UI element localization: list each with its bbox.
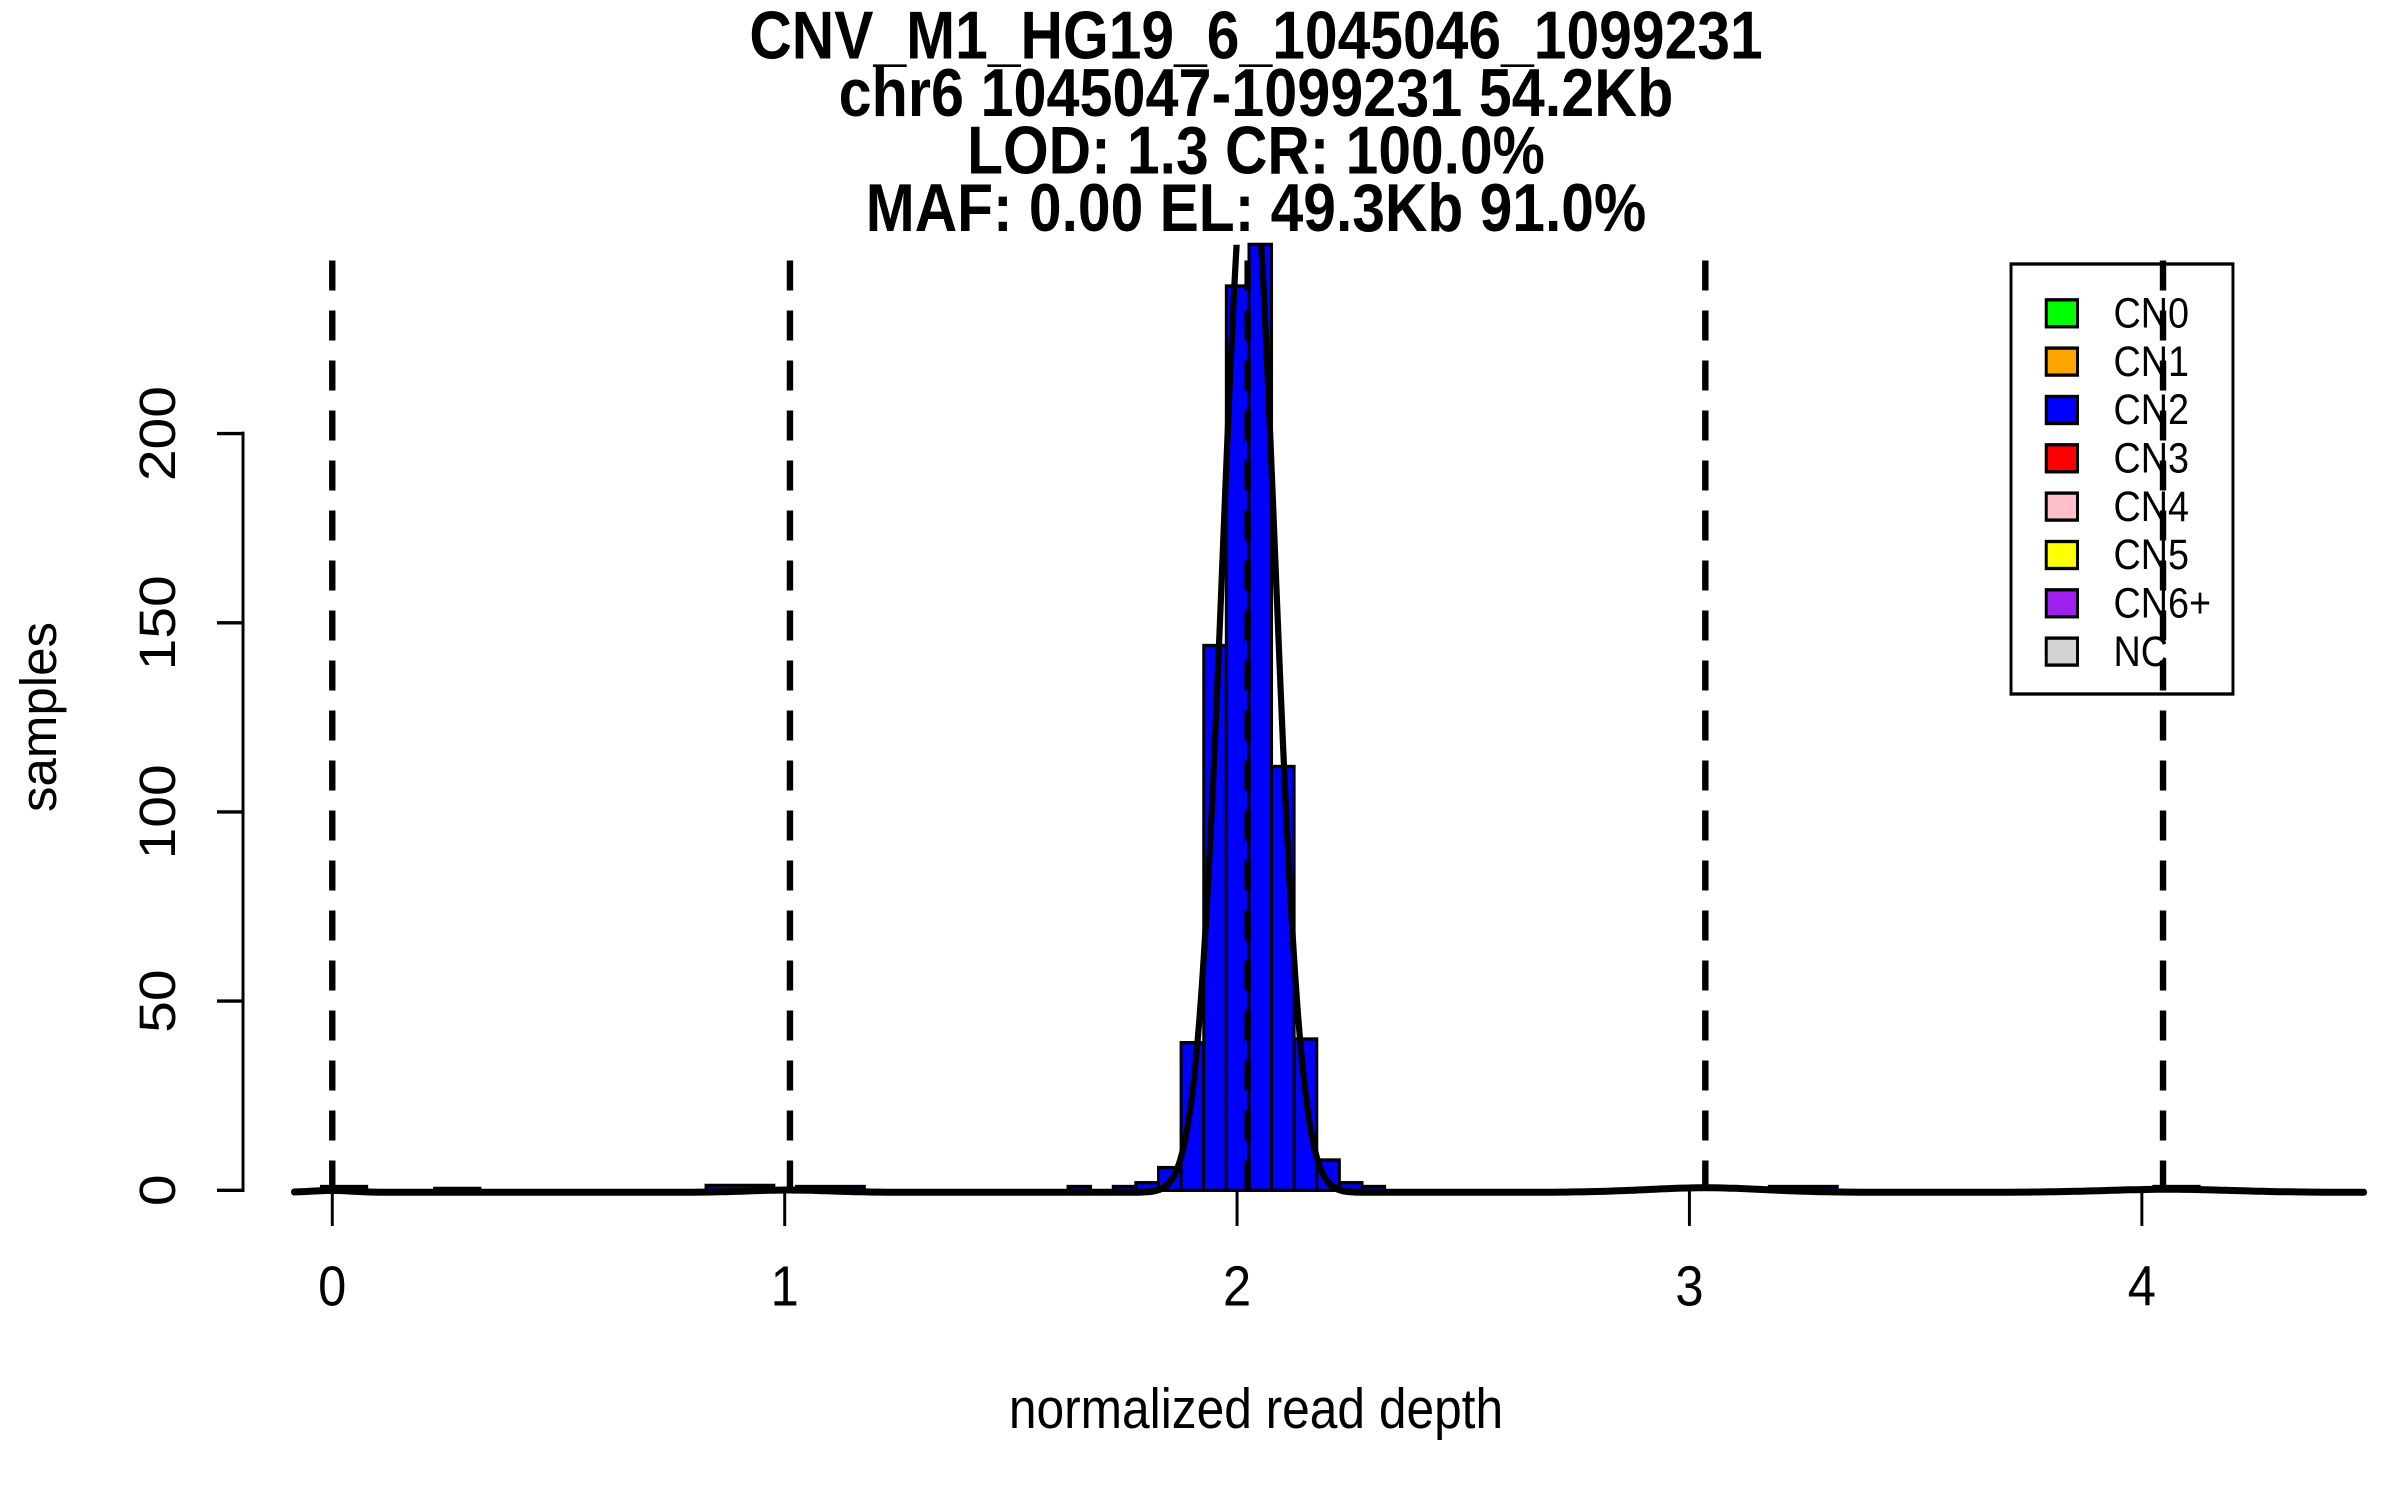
svg-text:chr6 1045047-1099231 54.2Kb: chr6 1045047-1099231 54.2Kb [839, 55, 1674, 131]
svg-text:CNV_M1_HG19_6_1045046_1099231: CNV_M1_HG19_6_1045046_1099231 [749, 0, 1762, 73]
svg-text:0: 0 [318, 1255, 346, 1318]
svg-text:MAF: 0.00 EL: 49.3Kb 91.0%: MAF: 0.00 EL: 49.3Kb 91.0% [866, 170, 1646, 246]
svg-text:CN4: CN4 [2114, 483, 2190, 531]
svg-text:200: 200 [130, 386, 186, 481]
svg-text:0: 0 [130, 1174, 186, 1206]
svg-text:3: 3 [1675, 1255, 1703, 1318]
svg-text:100: 100 [130, 764, 186, 859]
svg-text:normalized read depth: normalized read depth [1009, 1377, 1503, 1440]
svg-text:samples: samples [11, 622, 67, 812]
svg-text:CN0: CN0 [2114, 289, 2190, 337]
svg-text:CN5: CN5 [2114, 531, 2190, 579]
svg-text:50: 50 [130, 969, 186, 1032]
svg-text:CN1: CN1 [2114, 338, 2190, 386]
svg-text:150: 150 [130, 575, 186, 670]
svg-text:NC: NC [2114, 628, 2169, 676]
svg-text:LOD: 1.3 CR: 100.0%: LOD: 1.3 CR: 100.0% [967, 112, 1545, 188]
svg-text:CN3: CN3 [2114, 434, 2190, 482]
svg-text:1: 1 [771, 1255, 799, 1318]
svg-text:2: 2 [1223, 1255, 1251, 1318]
svg-text:CN2: CN2 [2114, 386, 2190, 434]
svg-text:CN6+: CN6+ [2114, 579, 2212, 627]
svg-text:4: 4 [2128, 1255, 2156, 1318]
